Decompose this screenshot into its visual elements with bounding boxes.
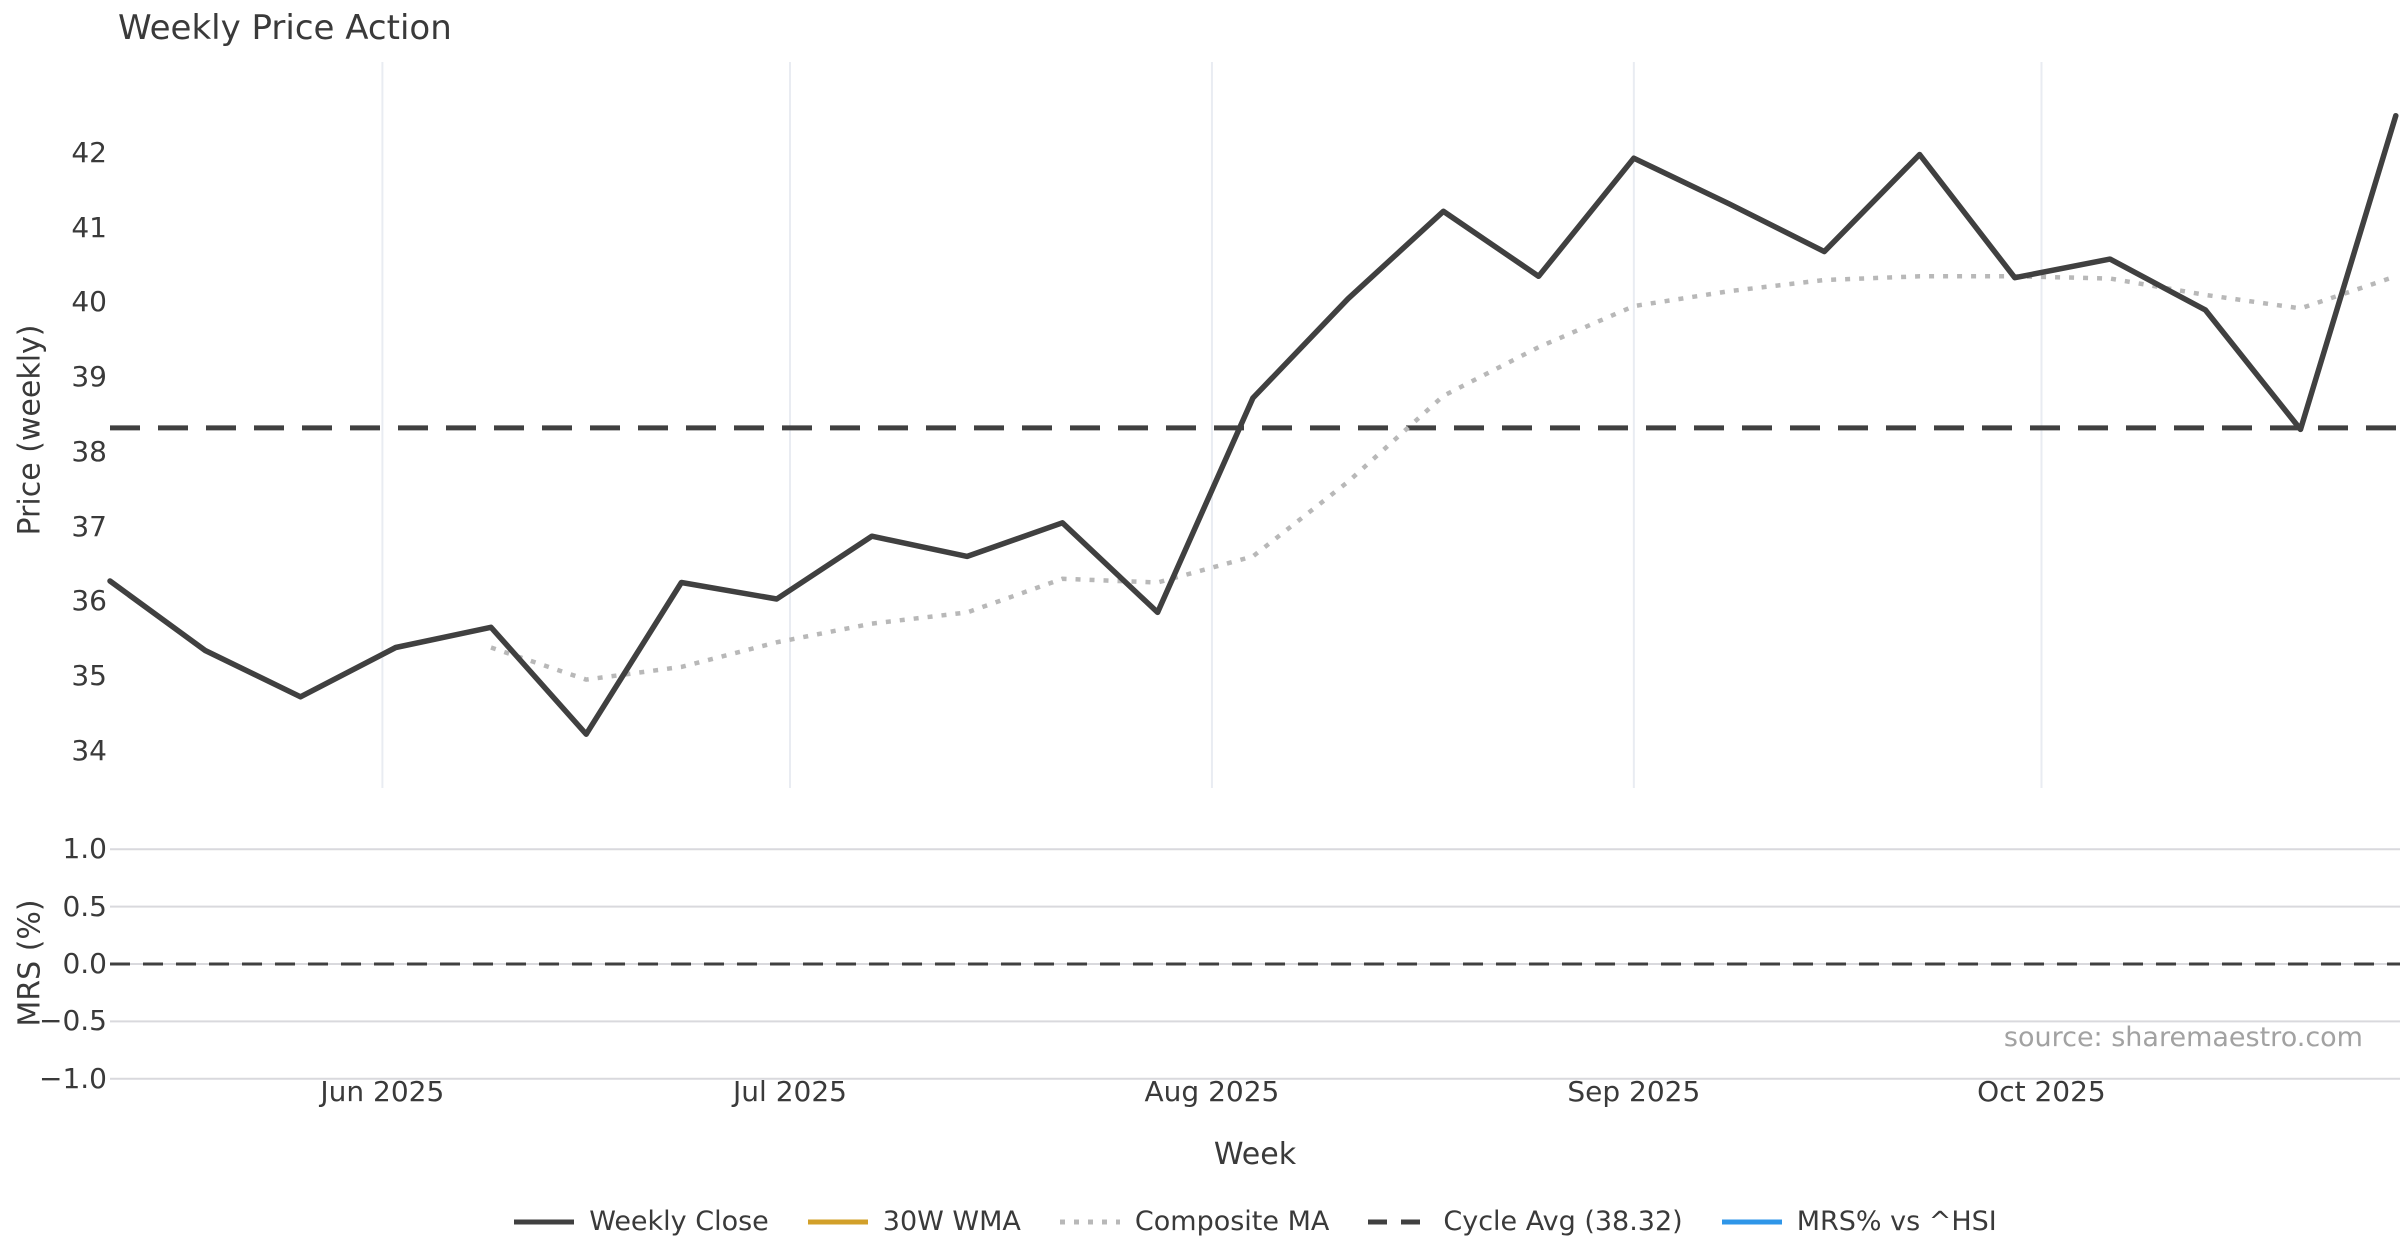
month-tick-label: Aug 2025 [1144, 1075, 1280, 1108]
mrs-axis-label: MRS (%) [12, 899, 48, 1027]
legend-label: Composite MA [1134, 1206, 1330, 1237]
mrs-tick-label: −0.5 [39, 1004, 107, 1038]
mrs-tick-label: −1.0 [39, 1061, 107, 1095]
weekly-close-line [107, 112, 2399, 737]
month-tick-label: Oct 2025 [1977, 1075, 2106, 1108]
price-tick-label: 37 [71, 509, 107, 543]
legend-item: Composite MA [1059, 1206, 1329, 1237]
price-tick-label: 38 [71, 434, 107, 468]
legend: Weekly Close 30W WMA Composite MA Cycle Avg… [110, 1206, 2400, 1237]
price-tick-label: 39 [71, 360, 107, 394]
price-axis-label: Price (weekly) [12, 324, 48, 536]
mrs-tick-label: 1.0 [62, 832, 107, 866]
legend-label: MRS% vs ^HSI [1796, 1206, 1997, 1237]
legend-item: Weekly Close [513, 1206, 769, 1237]
week-axis-label: Week [1213, 1137, 1297, 1172]
legend-dotted-line-icon [1059, 1219, 1120, 1224]
legend-solid-line-icon [1721, 1219, 1782, 1224]
legend-solid-line-icon [514, 1219, 575, 1224]
composite-ma-line [490, 274, 2397, 682]
month-tick-label: Jul 2025 [733, 1075, 847, 1108]
price-tick-label: 35 [71, 658, 107, 692]
price-tick-label: 40 [71, 285, 107, 319]
mrs-tick-label: 0.5 [62, 889, 107, 923]
legend-dashed-line-icon [1368, 1219, 1429, 1224]
legend-label: Cycle Avg (38.32) [1443, 1206, 1683, 1237]
chart-title: Weekly Price Action [118, 8, 452, 48]
price-tick-label: 42 [71, 136, 107, 169]
price-tick-label: 36 [71, 584, 107, 618]
mrs-tick-label: 0.0 [62, 947, 107, 980]
month-tick-label: Sep 2025 [1567, 1075, 1701, 1108]
price-tick-label: 34 [71, 733, 107, 767]
legend-label: 30W WMA [882, 1206, 1021, 1237]
price-tick-label: 41 [71, 210, 107, 244]
legend-item: 30W WMA [807, 1206, 1021, 1237]
legend-item: MRS% vs ^HSI [1721, 1206, 1997, 1237]
legend-label: Weekly Close [589, 1206, 769, 1237]
legend-solid-line-icon [807, 1219, 868, 1224]
month-tick-label: Jun 2025 [320, 1075, 445, 1108]
legend-item: Cycle Avg (38.32) [1367, 1206, 1683, 1237]
source-watermark: source: sharemaestro.com [2003, 1022, 2363, 1053]
